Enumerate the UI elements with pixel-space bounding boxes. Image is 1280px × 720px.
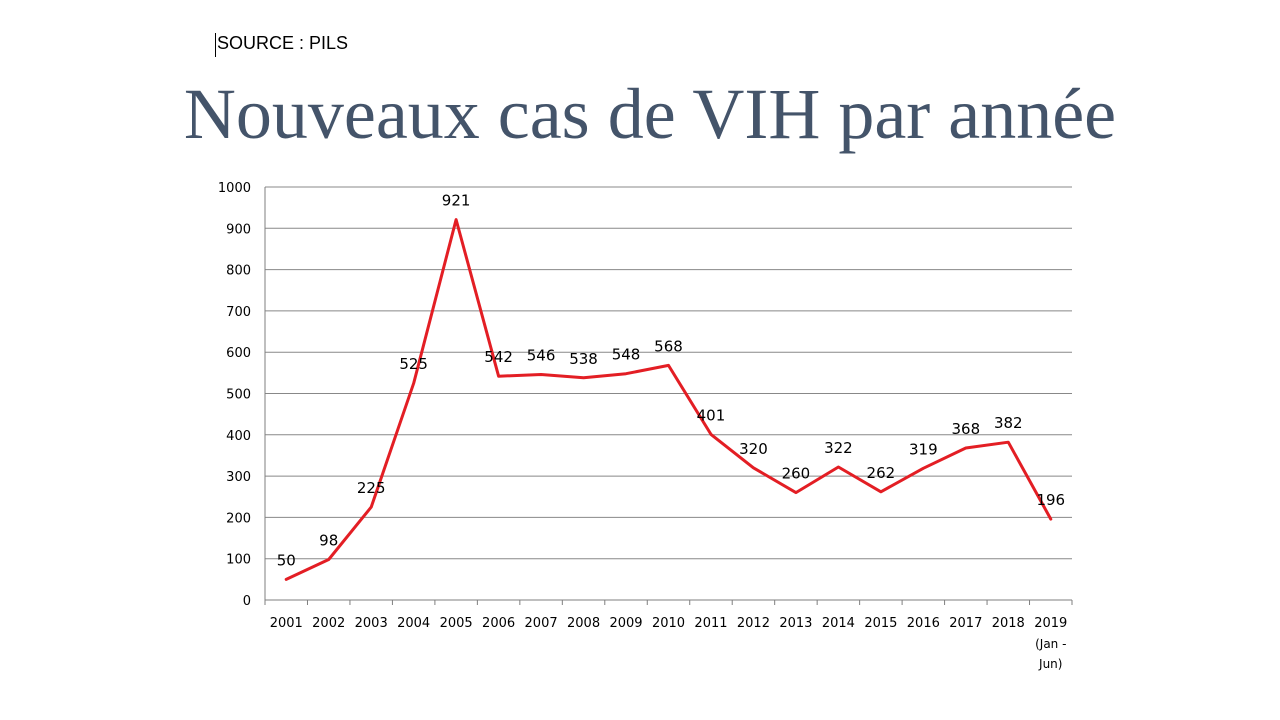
- x-tick-label: 2009: [609, 616, 642, 631]
- data-label: 262: [867, 464, 896, 482]
- x-tick-label-note: (Jan -: [1035, 637, 1066, 651]
- data-label: 196: [1036, 491, 1065, 509]
- x-tick-label: 2008: [567, 616, 600, 631]
- x-tick-label: 2005: [440, 616, 473, 631]
- x-tick-label: 2018: [992, 616, 1025, 631]
- data-label: 921: [442, 192, 471, 210]
- data-label: 542: [484, 348, 513, 366]
- data-label: 368: [951, 420, 980, 438]
- x-tick-label: 2012: [737, 616, 770, 631]
- x-tick-label: 2003: [355, 616, 388, 631]
- data-label: 525: [399, 355, 428, 373]
- x-tick-label: 2016: [907, 616, 940, 631]
- x-tick-label-note: Jun): [1038, 657, 1062, 671]
- data-label: 260: [782, 465, 811, 483]
- data-label: 225: [357, 479, 386, 497]
- x-tick-label: 2011: [694, 616, 727, 631]
- series-line-group: [284, 218, 1053, 581]
- y-tick-label: 400: [226, 429, 251, 444]
- x-tick-label: 2002: [312, 616, 345, 631]
- y-tick-label: 500: [226, 388, 251, 403]
- text-cursor: [215, 33, 216, 57]
- data-label: 401: [697, 406, 726, 424]
- data-label: 546: [527, 347, 556, 365]
- x-tick-label: 2013: [779, 616, 812, 631]
- y-tick-label: 100: [226, 553, 251, 568]
- x-tick-label: 2001: [270, 616, 303, 631]
- data-label: 320: [739, 440, 768, 458]
- x-tick-label: 2004: [397, 616, 430, 631]
- y-tick-label: 900: [226, 222, 251, 237]
- y-tick-label: 700: [226, 305, 251, 320]
- axes: 0 100 200 300 400 500 600 700 800 900 1000 2001 2002…: [218, 181, 1073, 671]
- y-tick-label: 300: [226, 470, 251, 485]
- data-label: 538: [569, 350, 598, 368]
- data-labels: 50 98 225 525 921 542 546 538 548 568 401 320 260 322…: [277, 192, 1065, 570]
- data-label: 548: [612, 346, 641, 364]
- series-line: [284, 218, 1053, 581]
- data-label: 322: [824, 439, 853, 457]
- x-tick-label: 2015: [864, 616, 897, 631]
- data-label: 50: [277, 551, 296, 569]
- x-tick-label: 2010: [652, 616, 685, 631]
- chart-title: Nouveaux cas de VIH par année: [183, 74, 1117, 154]
- x-tick-label: 2006: [482, 616, 515, 631]
- data-label: 98: [319, 532, 338, 550]
- gridlines: [265, 186, 1072, 560]
- y-tick-label: 800: [226, 264, 251, 279]
- y-tick-label: 600: [226, 346, 251, 361]
- x-tick-label: 2007: [525, 616, 558, 631]
- data-label: 568: [654, 337, 683, 355]
- x-tick-label: 2019: [1034, 616, 1067, 631]
- y-tick-label: 200: [226, 511, 251, 526]
- x-tick-label: 2017: [949, 616, 982, 631]
- y-tick-label: 1000: [218, 181, 251, 196]
- x-tick-label: 2014: [822, 616, 855, 631]
- data-label: 319: [909, 440, 938, 458]
- source-label: SOURCE : PILS: [217, 33, 349, 53]
- data-label: 382: [994, 414, 1023, 432]
- y-tick-label: 0: [243, 594, 251, 609]
